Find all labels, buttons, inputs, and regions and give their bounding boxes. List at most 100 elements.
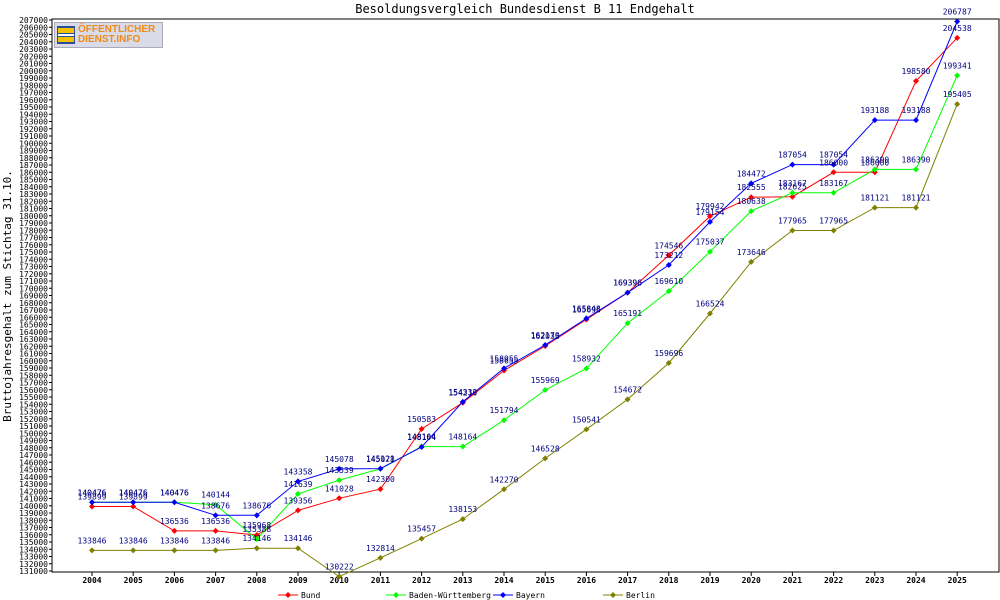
data-label: 177965: [778, 217, 807, 226]
series-line: [92, 21, 958, 516]
data-point: [665, 252, 672, 259]
data-label: 169610: [654, 277, 683, 286]
data-label: 145121: [366, 455, 395, 464]
data-point: [707, 248, 713, 255]
data-label: 145078: [366, 455, 395, 464]
y-tick-label: 179000: [19, 219, 48, 228]
legend-marker: [393, 592, 399, 598]
data-label: 151794: [490, 406, 519, 415]
series-line: [92, 37, 958, 536]
data-point: [830, 161, 837, 168]
y-tick-label: 138000: [19, 516, 48, 525]
data-point: [295, 545, 301, 552]
y-tick-label: 165000: [19, 321, 48, 330]
data-label: 180638: [737, 197, 766, 206]
y-tick-label: 147000: [19, 451, 48, 460]
data-label: 134146: [242, 534, 271, 543]
data-point: [295, 507, 301, 514]
data-label: 150583: [407, 415, 436, 424]
x-tick-label: 2023: [865, 576, 884, 585]
series-line: [92, 103, 958, 578]
plot-frame: [51, 18, 1000, 573]
y-tick-label: 205000: [19, 31, 48, 40]
y-tick-label: 167000: [19, 306, 48, 315]
data-point: [542, 386, 549, 393]
data-label: 162035: [531, 332, 560, 341]
data-label: 148104: [407, 433, 436, 442]
y-tick-label: 159000: [19, 364, 48, 373]
y-tick-label: 181000: [19, 205, 48, 214]
y-tick-label: 175000: [19, 248, 48, 257]
data-label: 169396: [613, 279, 642, 288]
y-tick-label: 187000: [19, 161, 48, 170]
logo: ÖFFENTLICHER DIENST.INFO: [54, 22, 163, 48]
y-tick-label: 197000: [19, 89, 48, 98]
y-tick-label: 146000: [19, 458, 48, 467]
data-label: 136536: [160, 517, 189, 526]
data-labels: 139899 139899 136536 136536 135968 139356 1410…: [78, 8, 972, 572]
y-tick-label: 185000: [19, 176, 48, 185]
data-label: 187054: [819, 151, 848, 160]
data-point: [707, 213, 713, 220]
data-label: 133846: [201, 536, 230, 545]
logo-line-2: DIENST.INFO: [78, 34, 141, 45]
y-tick-label: 178000: [19, 226, 48, 235]
data-label: 169396: [613, 279, 642, 288]
data-label: 135457: [407, 525, 436, 534]
y-tick-label: 192000: [19, 125, 48, 134]
data-point: [871, 117, 878, 124]
data-point: [542, 342, 549, 349]
data-point: [212, 547, 219, 554]
data-label: 146528: [531, 444, 560, 453]
data-point: [583, 426, 590, 433]
x-tick-label: 2018: [659, 576, 678, 585]
series-lines: [89, 18, 961, 580]
data-label: 186000: [819, 158, 848, 167]
data-label: 158932: [572, 354, 601, 363]
data-point: [295, 478, 301, 485]
data-label: 143358: [284, 467, 313, 476]
data-label: 133846: [78, 536, 107, 545]
y-tick-label: 176000: [19, 241, 48, 250]
x-tick-label: 2004: [82, 576, 101, 585]
data-label: 193188: [860, 106, 889, 115]
y-tick-label: 188000: [19, 154, 48, 163]
data-label: 138676: [201, 501, 230, 510]
data-label: 179154: [696, 208, 725, 217]
data-label: 173212: [654, 251, 683, 260]
y-tick-label: 143000: [19, 480, 48, 489]
legend-label: Baden-Württemberg: [409, 591, 491, 600]
data-point: [459, 443, 466, 450]
data-point: [913, 166, 919, 173]
y-tick-label: 204000: [19, 38, 48, 47]
y-tick-label: 151000: [19, 422, 48, 431]
data-label: 187054: [778, 151, 807, 160]
y-tick-label: 154000: [19, 400, 48, 409]
data-label: 159696: [654, 349, 683, 358]
data-point: [707, 218, 713, 225]
data-label: 182555: [737, 183, 766, 192]
data-label: 154210: [448, 389, 477, 398]
data-point: [830, 189, 837, 196]
data-label: 143539: [325, 466, 354, 475]
x-tick-label: 2006: [165, 576, 184, 585]
data-label: 135968: [242, 521, 271, 530]
data-label: 206787: [943, 8, 972, 17]
y-tick-label: 145000: [19, 466, 48, 475]
y-tick-label: 174000: [19, 255, 48, 264]
data-point: [789, 189, 796, 196]
x-tick-label: 2020: [742, 576, 761, 585]
y-tick-label: 169000: [19, 292, 48, 301]
data-point: [665, 288, 672, 295]
data-point: [748, 180, 755, 187]
data-label: 140476: [78, 488, 107, 497]
x-tick-label: 2005: [124, 576, 143, 585]
data-label: 140476: [160, 488, 189, 497]
data-point: [707, 310, 713, 317]
data-label: 155969: [531, 376, 560, 385]
y-tick-label: 196000: [19, 96, 48, 105]
data-label: 142300: [366, 475, 395, 484]
y-tick-label: 170000: [19, 284, 48, 293]
x-tick-label: 2022: [824, 576, 843, 585]
y-tick-label: 201000: [19, 60, 48, 69]
